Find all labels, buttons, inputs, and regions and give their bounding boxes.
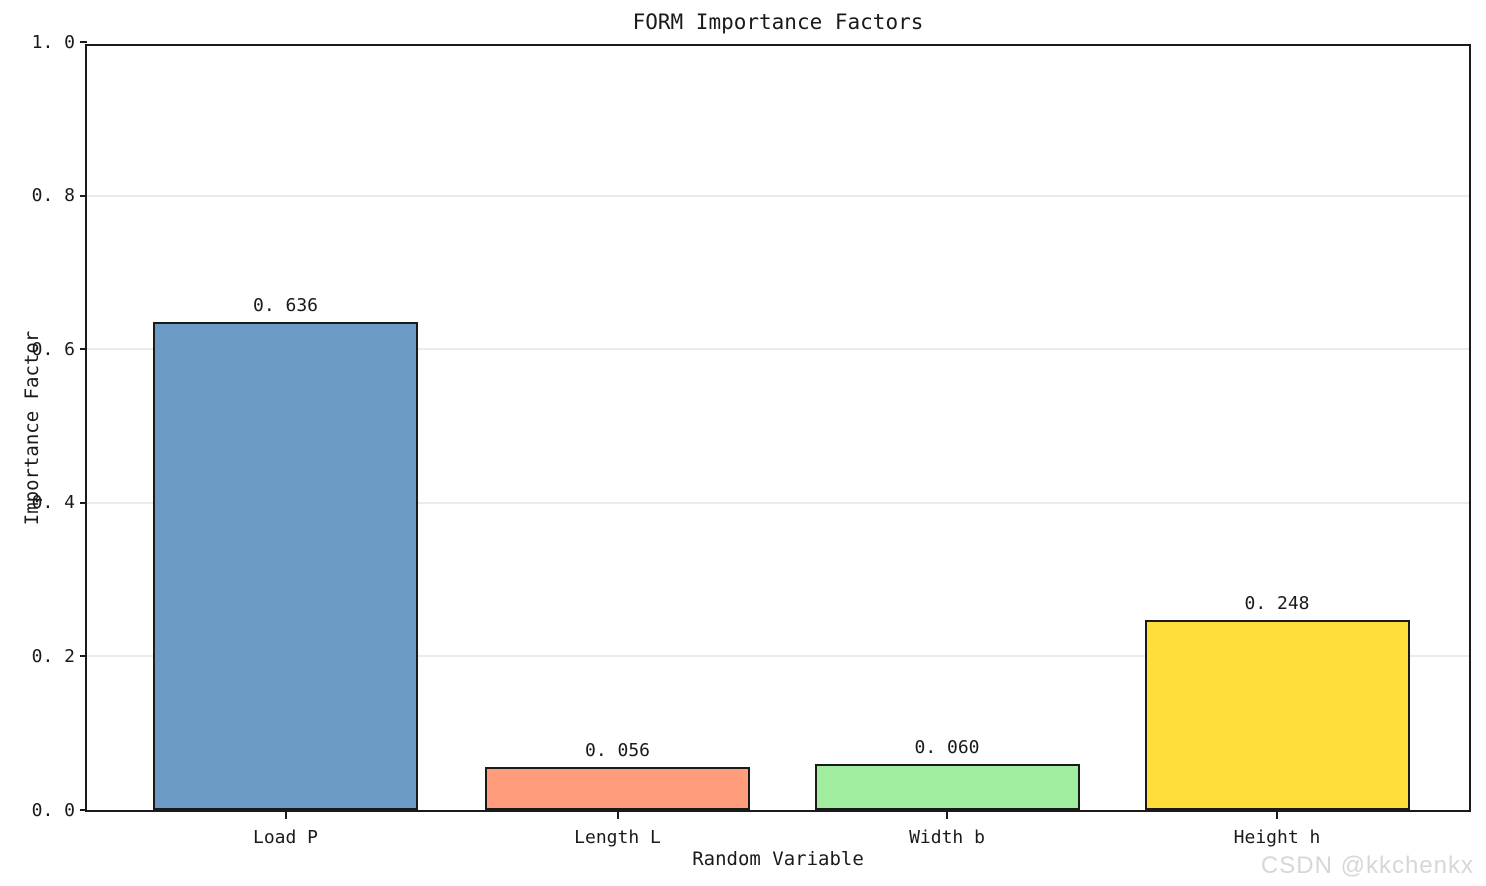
- gridline: [87, 194, 1469, 197]
- y-tick: 1. 0: [32, 30, 87, 54]
- y-tick: 0. 8: [32, 184, 87, 208]
- gridline: [87, 501, 1469, 504]
- bar-width-b: [814, 763, 1080, 810]
- watermark: CSDN @kkchenkx: [1260, 852, 1474, 879]
- bar-group-load-p: 0. 636 Load P: [153, 46, 418, 848]
- y-tick-label: 0. 8: [31, 185, 75, 207]
- y-tick-mark: [80, 655, 87, 658]
- gridline: [87, 655, 1469, 658]
- x-tick-label: Width b: [909, 827, 985, 848]
- x-axis-label: Random Variable: [692, 848, 864, 870]
- y-tick-label: 0. 4: [31, 492, 75, 514]
- bar-value-label: 0. 056: [584, 740, 651, 761]
- gridline: [87, 348, 1469, 351]
- x-tick-label: Length L: [574, 827, 661, 848]
- y-tick-label: 0. 2: [31, 645, 75, 667]
- bar-group-length-l: 0. 056 Length L: [485, 46, 750, 848]
- y-tick-mark: [80, 194, 87, 197]
- x-tick-label: Height h: [1233, 827, 1321, 848]
- x-tick-mark: [616, 812, 619, 819]
- bar-length-l: [485, 767, 750, 810]
- plot-area: 0. 636 Load P 0. 056 Length L 0. 060 Wid…: [32, 32, 1471, 848]
- y-tick: 0. 4: [32, 491, 87, 515]
- y-tick-mark: [80, 809, 87, 811]
- y-tick-label: 0. 6: [31, 338, 75, 360]
- bar-group-height-h: 0. 248 Height h: [1144, 46, 1410, 848]
- chart-title: FORM Importance Factors: [632, 10, 924, 34]
- y-tick: 0. 2: [32, 644, 87, 668]
- x-tick-mark: [1276, 812, 1278, 819]
- bar-value-label: 0. 636: [252, 294, 319, 316]
- y-tick-label: 1. 0: [31, 31, 75, 53]
- y-tick-label: 0. 0: [31, 799, 75, 821]
- x-tick-mark: [946, 812, 948, 819]
- x-tick-label: Load P: [252, 827, 319, 848]
- bar-load-p: [153, 321, 418, 810]
- bar-value-label: 0. 060: [914, 736, 980, 758]
- y-tick-mark: [80, 41, 87, 43]
- y-tick-mark: [80, 348, 87, 351]
- bar-group-width-b: 0. 060 Width b: [814, 46, 1080, 848]
- y-tick: 0. 6: [32, 337, 87, 361]
- bar-height-h: [1144, 619, 1410, 810]
- bar-value-label: 0. 248: [1244, 592, 1310, 614]
- y-tick-mark: [80, 501, 87, 504]
- y-tick: 0. 0: [32, 798, 87, 822]
- x-tick-mark: [284, 812, 287, 819]
